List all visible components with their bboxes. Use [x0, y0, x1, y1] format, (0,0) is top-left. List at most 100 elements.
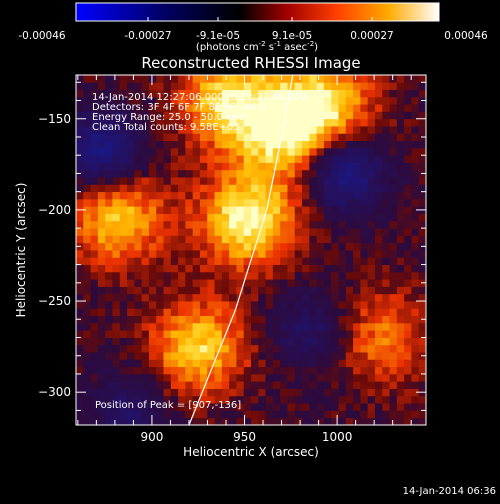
heatmap-cell [353, 104, 361, 112]
heatmap-cell [265, 264, 274, 273]
heatmap-cell [178, 89, 186, 98]
heatmap-cell [178, 126, 186, 134]
heatmap-cell [418, 403, 426, 411]
heatmap-cell [331, 111, 339, 120]
heatmap-cell [90, 293, 99, 302]
heatmap-cell [338, 257, 347, 265]
heatmap-cell [338, 344, 347, 353]
heatmap-cell [207, 337, 215, 346]
heatmap-cell [76, 410, 84, 419]
heatmap-cell [411, 381, 420, 389]
heatmap-cell [265, 344, 274, 353]
heatmap-cell [97, 395, 106, 404]
heatmap-cell [251, 308, 259, 317]
heatmap-cell [185, 410, 194, 419]
heatmap-cell [243, 359, 252, 368]
heatmap-cell [316, 337, 325, 346]
heatmap-cell [374, 373, 383, 382]
heatmap-cell [97, 250, 106, 258]
heatmap-cell [367, 279, 376, 287]
heatmap-cell [294, 410, 303, 419]
heatmap-cell [90, 395, 99, 404]
heatmap-cell [316, 257, 325, 265]
heatmap-cell [302, 155, 310, 163]
heatmap-cell [404, 126, 412, 134]
heatmap-cell [418, 271, 426, 280]
heatmap-cell [163, 140, 172, 149]
heatmap-cell [323, 322, 332, 331]
heatmap-cell [280, 388, 288, 397]
heatmap-cell [112, 140, 121, 149]
heatmap-cell [236, 169, 245, 178]
heatmap-cell [156, 220, 164, 229]
heatmap-cell [265, 271, 274, 280]
heatmap-cell [294, 111, 303, 120]
heatmap-cell [236, 198, 245, 207]
heatmap-cell [163, 133, 172, 142]
heatmap-cell [83, 410, 91, 419]
colorbar-tick-label: 9.1e-05 [272, 30, 312, 42]
heatmap-cell [119, 315, 128, 324]
heatmap-cell [127, 169, 135, 178]
heatmap-cell [309, 417, 318, 425]
heatmap-cell [309, 257, 318, 265]
heatmap-cell [76, 191, 84, 200]
heatmap-cell [156, 301, 164, 309]
heatmap-cell [178, 344, 186, 353]
heatmap-cell [345, 264, 354, 273]
heatmap-cell [251, 293, 259, 302]
heatmap-cell [374, 395, 383, 404]
heatmap-cell [287, 96, 296, 105]
heatmap-cell [134, 155, 143, 163]
heatmap-cell [214, 89, 223, 98]
heatmap-cell [148, 133, 157, 142]
heatmap-cell [185, 250, 194, 258]
heatmap-cell [294, 213, 303, 222]
heatmap-cell [367, 315, 376, 324]
heatmap-cell [134, 388, 143, 397]
heatmap-cell [163, 330, 172, 338]
heatmap-cell [207, 206, 215, 214]
heatmap-cell [214, 75, 223, 83]
heatmap-cell [221, 177, 230, 185]
heatmap-cell [360, 279, 369, 287]
heatmap-cell [170, 293, 179, 302]
heatmap-cell [207, 322, 215, 331]
heatmap-cell [141, 410, 150, 419]
heatmap-cell [353, 250, 361, 258]
heatmap-cell [345, 89, 354, 98]
heatmap-cell [280, 403, 288, 411]
heatmap-cell [141, 228, 150, 236]
heatmap-cell [294, 352, 303, 360]
heatmap-cell [214, 133, 223, 142]
heatmap-cell [251, 286, 259, 295]
heatmap-cell [360, 206, 369, 214]
heatmap-cell [112, 75, 121, 83]
heatmap-cell [83, 337, 91, 346]
heatmap-cell [170, 191, 179, 200]
heatmap-cell [272, 395, 281, 404]
heatmap-cell [90, 126, 99, 134]
heatmap-cell [148, 322, 157, 331]
heatmap-cell [185, 330, 194, 338]
heatmap-cell [236, 220, 245, 229]
heatmap-cell [207, 118, 215, 127]
heatmap-cell [236, 286, 245, 295]
heatmap-cell [192, 104, 201, 112]
heatmap-cell [396, 410, 405, 419]
annotation-time-range: 14-Jan-2014 12:27:06.000 to 12:31:06.000 [92, 92, 307, 103]
heatmap-cell [236, 337, 245, 346]
heatmap-cell [316, 293, 325, 302]
heatmap-cell [265, 366, 274, 375]
heatmap-cell [178, 213, 186, 222]
heatmap-cell [338, 330, 347, 338]
heatmap-cell [134, 410, 143, 419]
heatmap-cell [280, 82, 288, 90]
heatmap-cell [418, 140, 426, 149]
heatmap-cell [207, 417, 215, 425]
heatmap-cell [345, 133, 354, 142]
heatmap-cell [287, 308, 296, 317]
heatmap-cell [331, 169, 339, 178]
heatmap-cell [360, 366, 369, 375]
heatmap-cell [119, 330, 128, 338]
